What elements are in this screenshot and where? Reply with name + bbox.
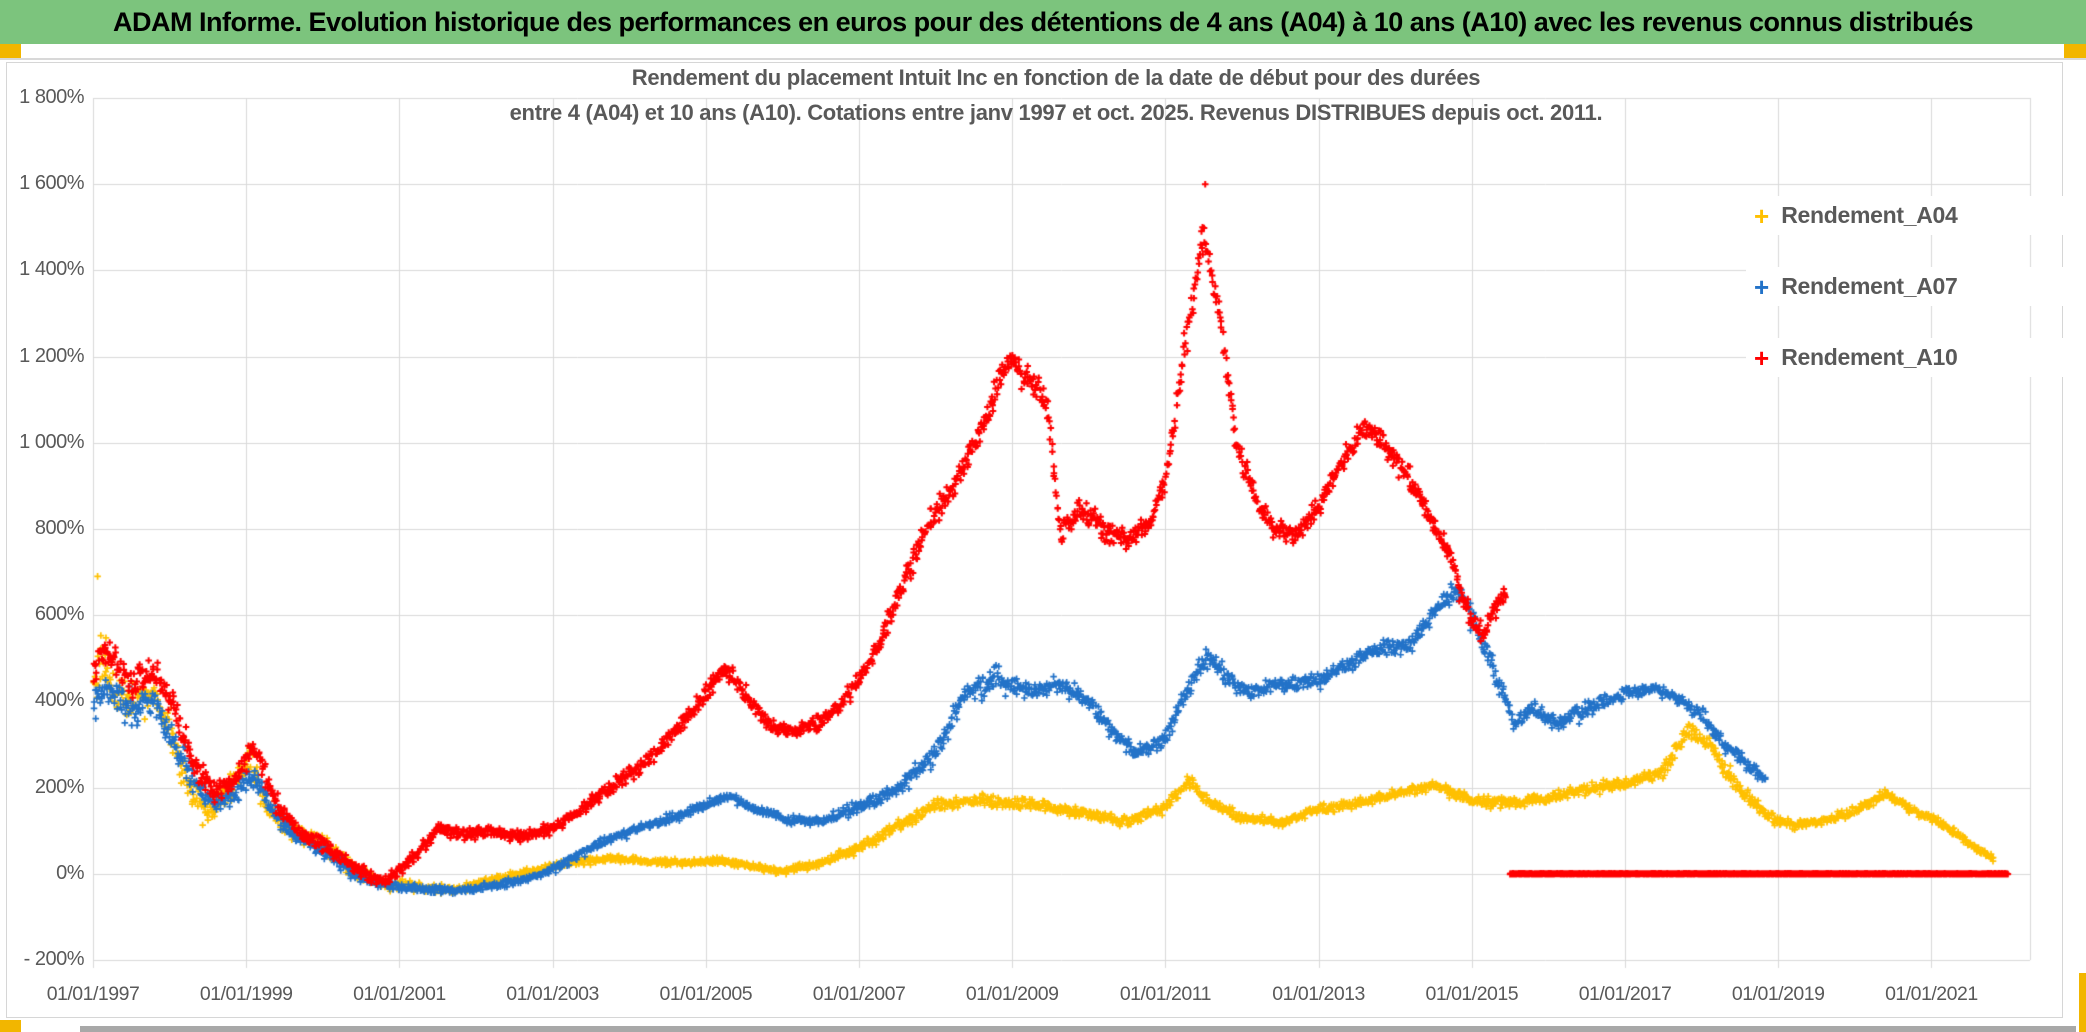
y-axis-label: 200% [34, 775, 85, 798]
y-axis-label: 1 800% [19, 86, 84, 108]
x-axis-label: 01/01/1999 [199, 983, 293, 1005]
plus-marker-icon: + [1754, 342, 1770, 373]
y-axis-label: - 200% [23, 948, 85, 970]
x-axis-label: 01/01/2001 [353, 983, 446, 1005]
chart-title-line1: Rendement du placement Intuit Inc en fon… [631, 65, 1481, 90]
x-axis-label: 01/01/2013 [1272, 983, 1365, 1005]
x-axis-label: 01/01/2003 [506, 983, 599, 1005]
y-axis-label: 0% [56, 861, 84, 884]
legend-item-a04[interactable]: + Rendement_A04 [1746, 196, 2076, 235]
chart-title-line2: entre 4 (A04) et 10 ans (A10). Cotations… [509, 100, 1603, 125]
x-axis-label: 01/01/2009 [965, 983, 1059, 1005]
legend-label: Rendement_A04 [1781, 202, 1958, 228]
y-axis-label: 1 400% [19, 258, 84, 281]
x-axis-label: 01/01/2021 [1885, 983, 1978, 1005]
y-axis-label: 600% [34, 603, 85, 626]
chart-title: Rendement du placement Intuit Inc en fon… [200, 60, 1912, 130]
legend-label: Rendement_A10 [1781, 344, 1958, 370]
x-axis-label: 01/01/2019 [1731, 983, 1825, 1005]
legend-label: Rendement_A07 [1781, 273, 1958, 299]
x-axis-label: 01/01/2005 [659, 983, 753, 1005]
horizontal-scrollbar[interactable] [80, 1026, 2076, 1032]
legend-item-a07[interactable]: + Rendement_A07 [1746, 267, 2076, 306]
x-axis-label: 01/01/2015 [1425, 983, 1519, 1005]
y-axis-label: 400% [34, 689, 85, 712]
x-axis-label: 01/01/2011 [1119, 983, 1212, 1005]
x-axis-label: 01/01/1997 [46, 983, 140, 1005]
x-axis-label: 01/01/2017 [1578, 983, 1672, 1005]
y-axis-label: 1 200% [19, 344, 84, 367]
plus-marker-icon: + [1754, 200, 1770, 231]
y-axis-label: 1 000% [19, 430, 84, 453]
plus-marker-icon: + [1754, 271, 1770, 302]
legend-item-a10[interactable]: + Rendement_A10 [1746, 338, 2076, 377]
legend: + Rendement_A04 + Rendement_A07 + Rendem… [1746, 196, 2076, 409]
y-axis-label: 800% [34, 517, 85, 539]
y-axis-label: 1 600% [19, 172, 84, 195]
x-axis-label: 01/01/2007 [812, 983, 906, 1005]
